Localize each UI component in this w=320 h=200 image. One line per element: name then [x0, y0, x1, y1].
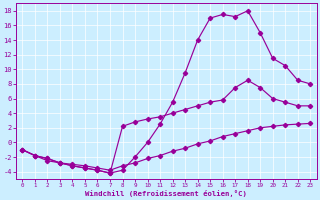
X-axis label: Windchill (Refroidissement éolien,°C): Windchill (Refroidissement éolien,°C) [85, 190, 247, 197]
